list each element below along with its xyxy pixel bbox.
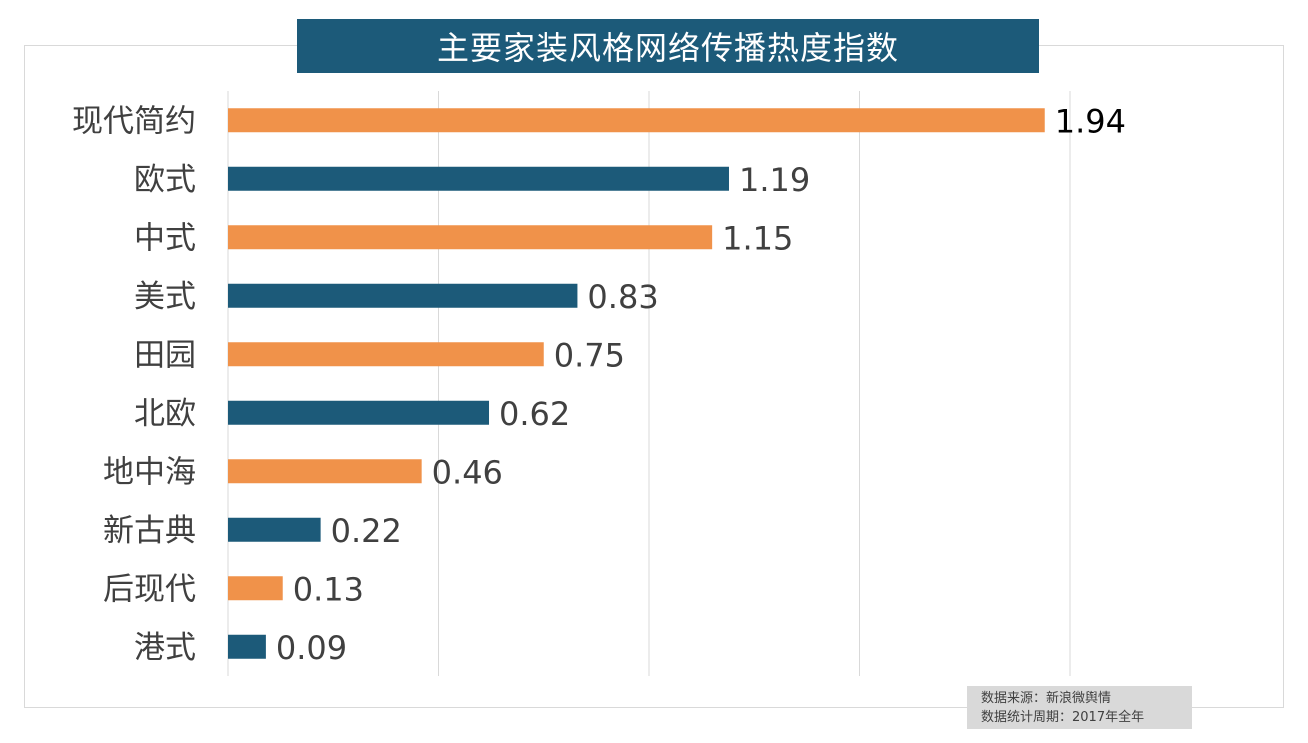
source-line: 数据来源：新浪微舆情 — [981, 691, 1112, 706]
data-label: 0.22 — [331, 512, 402, 550]
data-label: 0.13 — [293, 570, 364, 608]
category-label: 欧式 — [134, 162, 196, 198]
category-label: 地中海 — [103, 454, 196, 490]
category-label: 新古典 — [103, 513, 196, 549]
bar — [228, 400, 490, 425]
period-line: 数据统计周期：2017年全年 — [981, 710, 1145, 725]
data-label: 0.46 — [432, 453, 503, 491]
category-label: 美式 — [134, 279, 196, 315]
category-label: 港式 — [134, 630, 196, 666]
data-label: 1.94 — [1055, 102, 1126, 140]
category-label: 后现代 — [103, 571, 196, 607]
bar — [228, 459, 422, 484]
bar — [228, 517, 321, 542]
category-label: 现代简约 — [72, 103, 196, 139]
bar — [228, 342, 544, 367]
data-label: 0.83 — [587, 278, 658, 316]
bar — [228, 108, 1045, 133]
data-label: 0.75 — [554, 336, 625, 374]
bar — [228, 225, 713, 250]
bar — [228, 634, 266, 659]
category-label: 北欧 — [134, 396, 196, 432]
bar — [228, 166, 729, 191]
data-label: 0.09 — [276, 629, 347, 667]
data-label: 1.19 — [739, 161, 810, 199]
category-label: 田园 — [134, 337, 196, 373]
category-label: 中式 — [134, 220, 196, 256]
bar — [228, 576, 283, 601]
chart-title: 主要家装风格网络传播热度指数 — [297, 19, 1039, 73]
source-note: 数据来源：新浪微舆情 数据统计周期：2017年全年 — [967, 686, 1192, 729]
data-label: 1.15 — [722, 219, 793, 257]
bar — [228, 283, 578, 308]
data-label: 0.62 — [499, 395, 570, 433]
